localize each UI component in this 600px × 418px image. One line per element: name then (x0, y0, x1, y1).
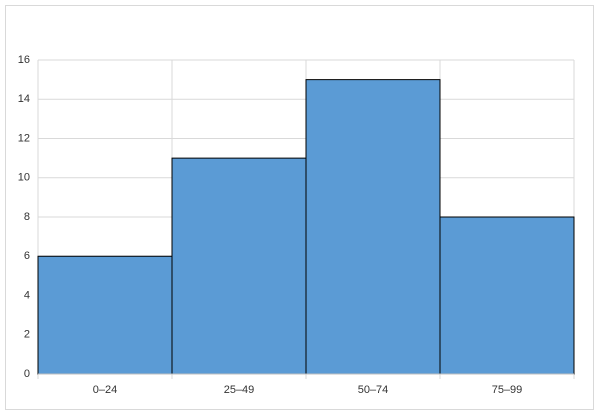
y-tick-label: 8 (24, 211, 30, 223)
bar (171, 157, 307, 375)
x-tick-label: 0–24 (93, 384, 117, 396)
x-tick-label: 25–49 (224, 384, 255, 396)
x-tick-label: 50–74 (358, 384, 389, 396)
bar (439, 216, 575, 375)
y-tick-label: 4 (24, 289, 30, 301)
bar (37, 255, 173, 375)
y-tick-label: 0 (24, 368, 30, 380)
y-tick-label: 14 (18, 93, 30, 105)
y-tick-label: 10 (18, 172, 30, 184)
y-tick-label: 6 (24, 250, 30, 262)
y-tick-label: 12 (18, 132, 30, 144)
x-tick-label: 75–99 (492, 384, 523, 396)
bar (305, 79, 441, 375)
y-tick-label: 16 (18, 54, 30, 66)
y-tick-label: 2 (24, 329, 30, 341)
